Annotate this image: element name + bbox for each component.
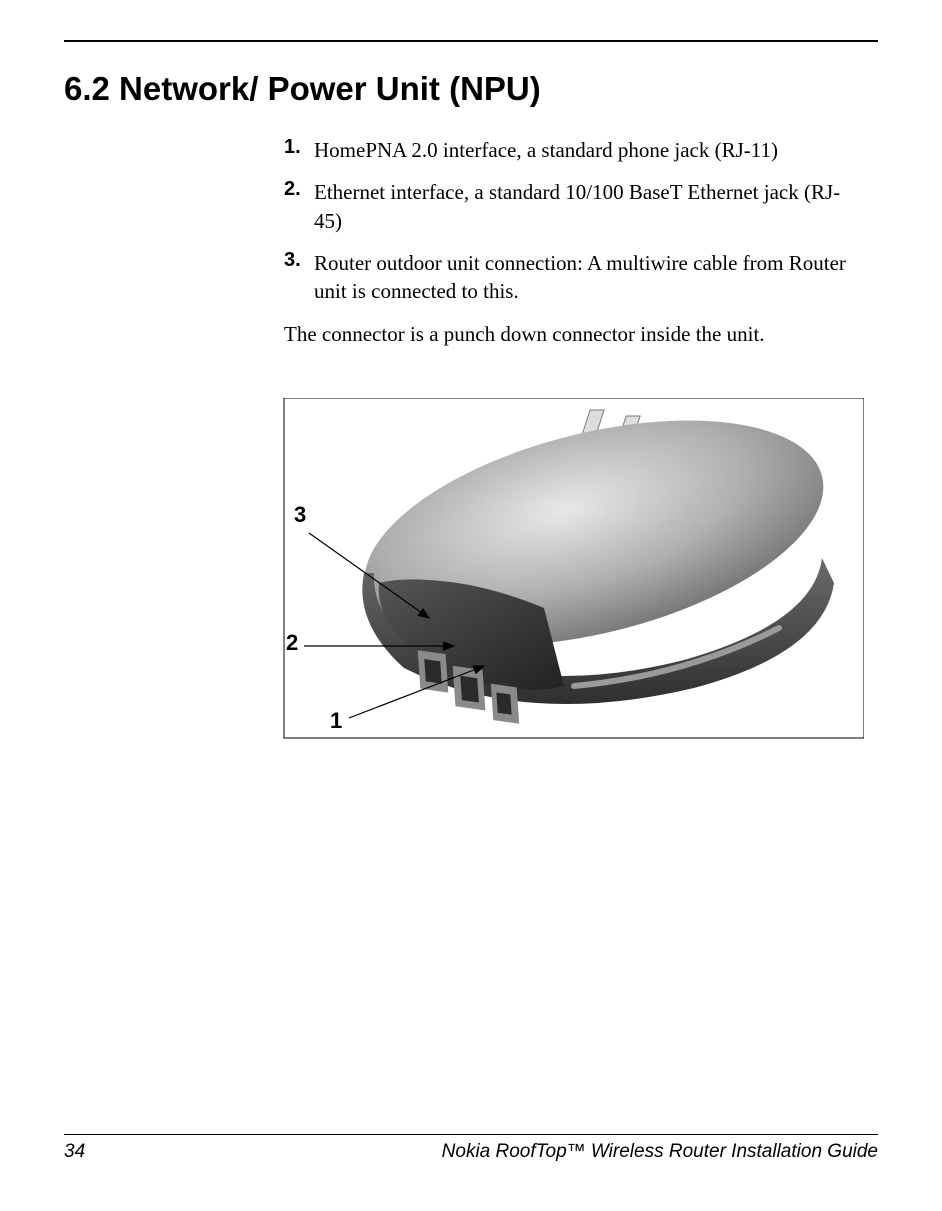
top-rule: [64, 40, 878, 42]
list-text: HomePNA 2.0 interface, a standard phone …: [314, 136, 868, 164]
list-number: 3.: [284, 249, 314, 272]
section-title: 6.2 Network/ Power Unit (NPU): [64, 70, 878, 108]
callout-label-2: 2: [286, 630, 298, 656]
guide-title: Nokia RoofTop™ Wireless Router Installat…: [442, 1141, 878, 1163]
numbered-list: 1. HomePNA 2.0 interface, a standard pho…: [284, 136, 868, 306]
list-text: Router outdoor unit connection: A multiw…: [314, 249, 868, 306]
figure-npu: 3 2 1: [224, 398, 864, 778]
list-item: 2. Ethernet interface, a standard 10/100…: [284, 178, 868, 235]
page-footer: 34 Nokia RoofTop™ Wireless Router Instal…: [64, 1134, 878, 1163]
callout-label-3: 3: [294, 502, 306, 528]
body-paragraph: The connector is a punch down connector …: [284, 320, 868, 348]
footer-rule: [64, 1134, 878, 1135]
callout-label-1: 1: [330, 708, 342, 734]
list-text: Ethernet interface, a standard 10/100 Ba…: [314, 178, 868, 235]
list-item: 3. Router outdoor unit connection: A mul…: [284, 249, 868, 306]
list-item: 1. HomePNA 2.0 interface, a standard pho…: [284, 136, 868, 164]
page-number: 34: [64, 1141, 85, 1163]
npu-illustration: [224, 398, 864, 778]
list-number: 1.: [284, 136, 314, 159]
page: 6.2 Network/ Power Unit (NPU) 1. HomePNA…: [0, 0, 942, 1211]
list-number: 2.: [284, 178, 314, 201]
